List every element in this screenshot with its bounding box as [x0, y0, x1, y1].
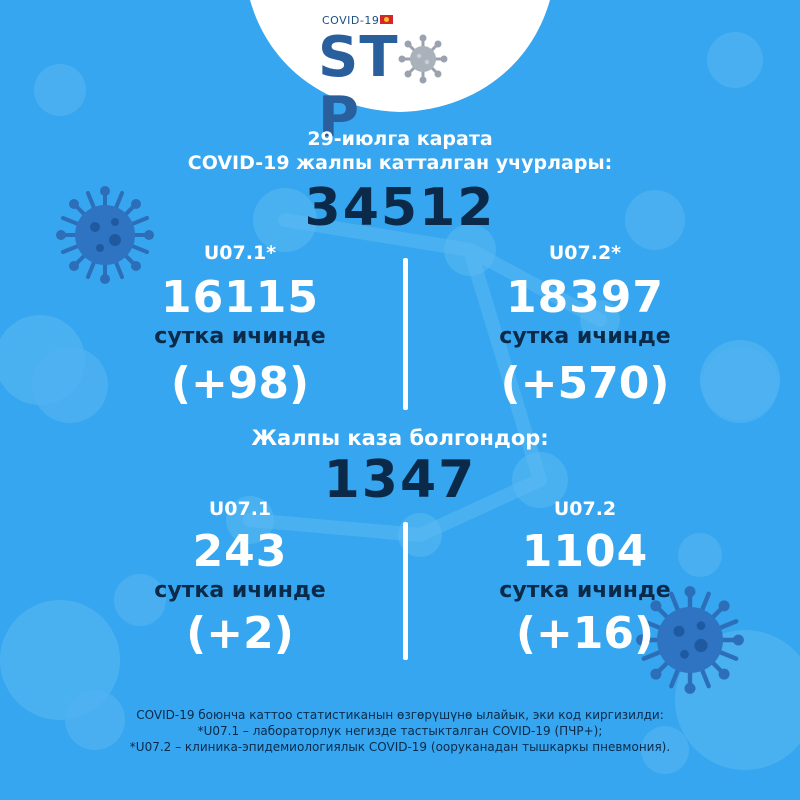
cases-right-code: U07.2* — [548, 242, 622, 264]
deaths-right-code: U07.2 — [553, 498, 617, 520]
footnote-line-2: *U07.1 – лабораторлук негизде тастыкталг… — [197, 724, 603, 738]
cases-left-daily-label: сутка ичинде — [154, 324, 326, 349]
cases-right-daily-delta: (+570) — [500, 358, 670, 409]
cases-right-daily-label: сутка ичинде — [499, 324, 671, 349]
deaths-right-daily-delta: (+16) — [515, 608, 655, 659]
deaths-right-total: 1104 — [521, 526, 649, 577]
logo-subtitle: COVID-19 — [322, 14, 380, 27]
date-line: 29-июлга карата — [307, 128, 493, 150]
cases-left-total: 16115 — [160, 272, 320, 323]
logo-word-end: P — [318, 85, 361, 150]
cases-caption: COVID-19 жалпы катталган учурлары: — [187, 152, 613, 174]
virus-icon — [56, 186, 154, 284]
column-divider — [403, 522, 408, 660]
cases-left-daily-delta: (+98) — [170, 358, 310, 409]
stop-covid-logo: COVID-19 STP — [300, 14, 500, 148]
virus-icon — [636, 586, 744, 694]
footnote-line-3: *U07.2 – клиника-эпидемиологиялык COVID-… — [129, 740, 671, 754]
column-divider — [403, 258, 408, 410]
deaths-right-daily-label: сутка ичинде — [499, 578, 671, 603]
logo-word: STP — [318, 28, 500, 148]
footnote-line-1: COVID-19 боюнча каттоо статистиканын өзг… — [136, 708, 664, 722]
cases-right-total: 18397 — [505, 272, 665, 323]
deaths-left-code: U07.1 — [208, 498, 272, 520]
kyrgyz-flag-icon — [380, 15, 393, 24]
total-deaths: 1347 — [323, 450, 477, 510]
deaths-left-total: 243 — [192, 526, 288, 577]
virus-icon — [398, 34, 448, 84]
deaths-caption: Жалпы каза болгондор: — [251, 426, 549, 450]
deaths-left-daily-label: сутка ичинде — [154, 578, 326, 603]
total-cases: 34512 — [304, 178, 496, 238]
header-wave — [250, 0, 550, 112]
deaths-left-daily-delta: (+2) — [186, 608, 294, 659]
cases-left-code: U07.1* — [203, 242, 277, 264]
logo-word-start: ST — [318, 25, 399, 90]
